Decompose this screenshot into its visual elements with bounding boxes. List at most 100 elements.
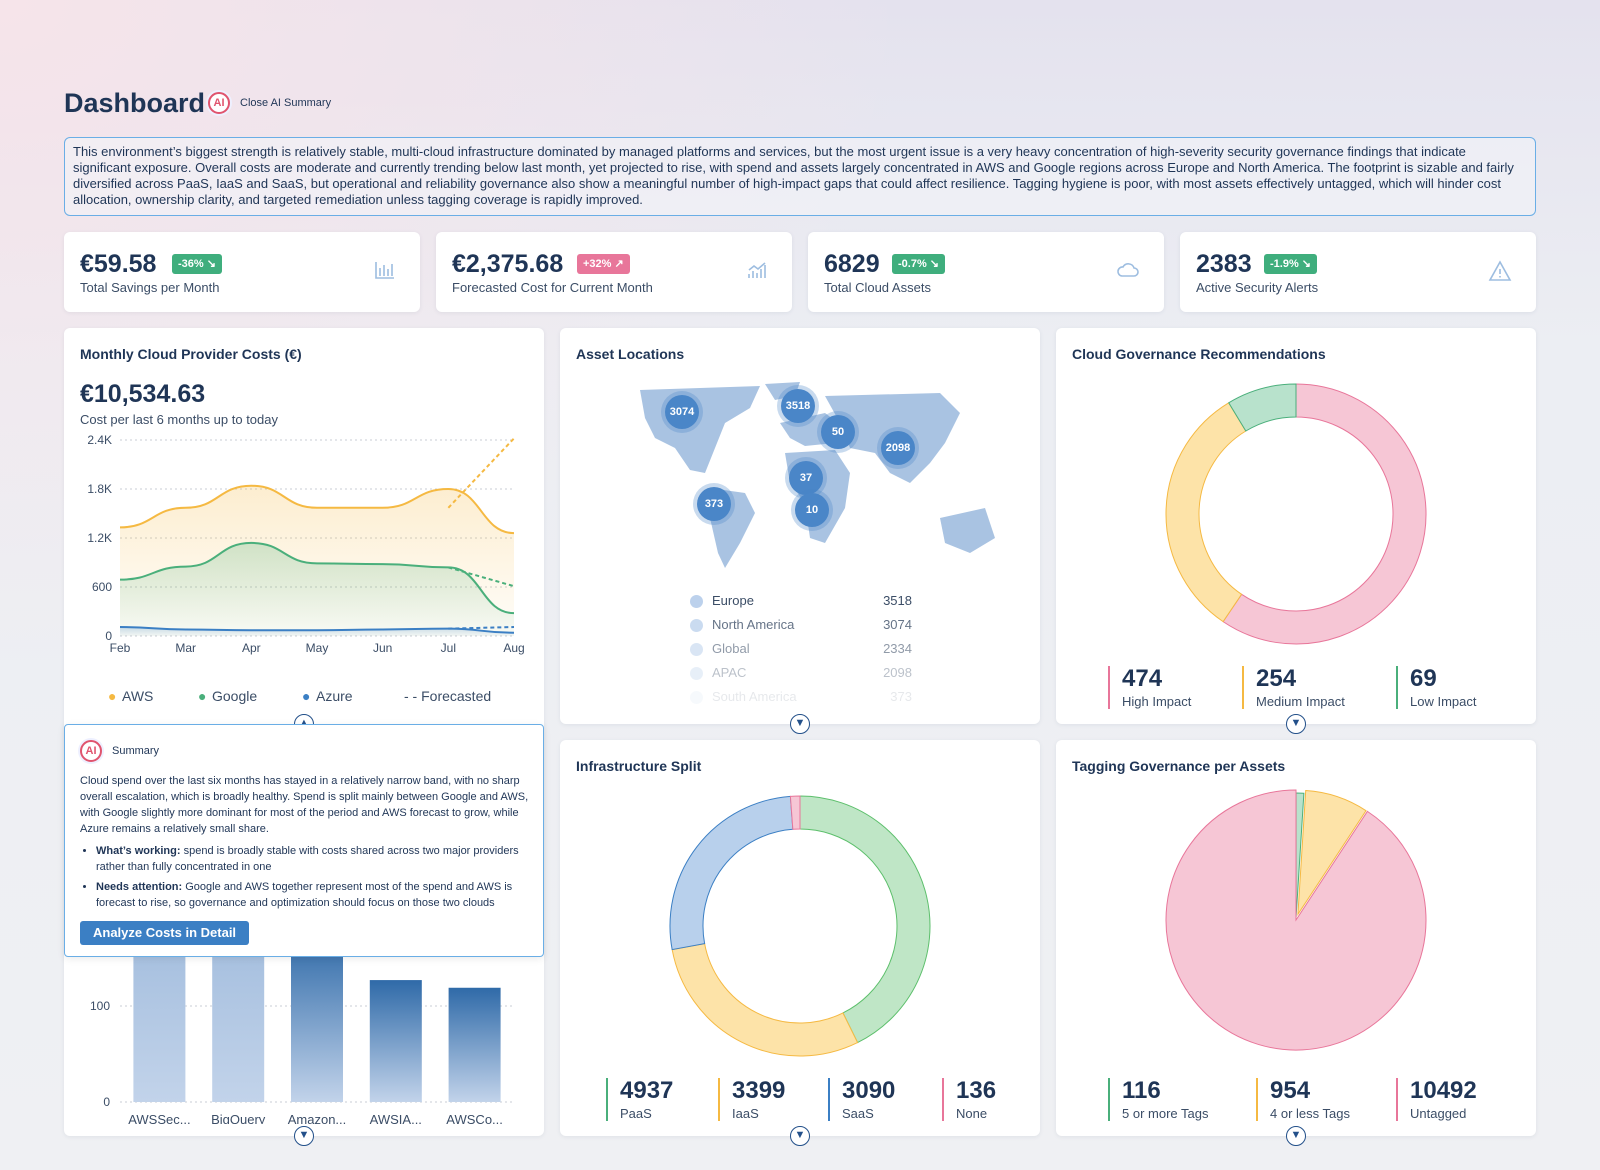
expand-chevron-down-icon[interactable]: ▼ xyxy=(294,1126,314,1146)
tagging-pie-chart xyxy=(1165,789,1427,1051)
infrastructure-card: Infrastructure Split 4937 PaaS 3399 IaaS 3… xyxy=(560,740,1040,1136)
chart-legend: ● AWS ● Google ● Azure - - Forecasted xyxy=(108,688,528,708)
governance-card: Cloud Governance Recommendations 474 High… xyxy=(1056,328,1536,724)
location-name: Europe xyxy=(712,593,754,608)
legend-dot-icon: ● xyxy=(198,688,207,704)
y-tick-label: 2.4K xyxy=(87,433,112,447)
stat-saas: 3090 SaaS xyxy=(828,1078,895,1121)
donut-slice xyxy=(1228,383,1297,432)
azure-line xyxy=(119,626,515,634)
expand-chevron-down-icon[interactable]: ▼ xyxy=(1286,1126,1306,1146)
location-count: 2334 xyxy=(883,641,912,656)
y-tick-label: 1.8K xyxy=(87,482,112,496)
donut-slice xyxy=(799,795,931,1044)
location-row[interactable]: Europe 3518 xyxy=(686,592,912,612)
popup-bullets: What’s working: spend is broadly stable … xyxy=(80,843,532,915)
legend-azure[interactable]: Azure xyxy=(316,688,353,704)
stat-iaas: 3399 IaaS xyxy=(718,1078,785,1121)
donut-slice xyxy=(669,795,794,951)
x-tick-label: Mar xyxy=(175,641,196,655)
expand-chevron-down-icon[interactable]: ▼ xyxy=(1286,714,1306,734)
stat-low-impact: 69 Low Impact xyxy=(1396,666,1476,709)
tagging-card: Tagging Governance per Assets 116 5 or mo… xyxy=(1056,740,1536,1136)
card-title: Asset Locations xyxy=(576,346,685,362)
asset-locations-card: Asset Locations 3074 3518 50 2098 37 373 10 Eu… xyxy=(560,328,1040,724)
kpi-label: Active Security Alerts xyxy=(1196,280,1319,295)
popup-title: Summary xyxy=(112,745,160,757)
kpi-delta-badge: +32% ↗ xyxy=(577,254,630,274)
kpi-value: €2,375.68 xyxy=(452,250,564,278)
expand-chevron-down-icon[interactable]: ▼ xyxy=(790,1126,810,1146)
x-tick-label: May xyxy=(306,641,329,655)
analyze-costs-button[interactable]: Analyze Costs in Detail xyxy=(80,921,250,945)
services-bar-chart: 100 0 AWSSec... BigQuery Amazon... AWSIA... AW… xyxy=(90,934,514,1124)
kpi-card-savings: €59.58 -36% ↘ Total Savings per Month xyxy=(64,232,420,312)
pie-slice xyxy=(1165,789,1427,1051)
bar xyxy=(291,934,343,1102)
bar xyxy=(212,934,265,1102)
location-row[interactable]: Global 2334 xyxy=(686,640,912,660)
map-marker[interactable]: 37 xyxy=(789,461,823,495)
aws-line xyxy=(119,484,515,535)
page-title: Dashboard xyxy=(64,88,206,118)
location-dot-icon xyxy=(690,643,703,656)
map-marker[interactable]: 373 xyxy=(697,487,731,521)
bar-chart-icon xyxy=(374,260,396,286)
x-tick-label: AWSCo... xyxy=(446,1112,503,1124)
donut-slice xyxy=(671,943,859,1057)
close-ai-summary-link[interactable]: Close AI Summary xyxy=(240,97,332,109)
kpi-value: 6829 xyxy=(824,250,880,278)
location-dot-icon xyxy=(690,691,703,704)
location-name: South America xyxy=(712,689,797,704)
stat-paas: 4937 PaaS xyxy=(606,1078,673,1121)
location-row[interactable]: North America 3074 xyxy=(686,616,912,636)
bar xyxy=(448,987,501,1102)
map-marker[interactable]: 3518 xyxy=(781,389,815,423)
stat-4-or-less-tags: 954 4 or less Tags xyxy=(1256,1078,1350,1121)
map-marker[interactable]: 3074 xyxy=(665,395,699,429)
bar xyxy=(369,980,422,1102)
card-title: Tagging Governance per Assets xyxy=(1072,758,1286,774)
card-title: Cloud Governance Recommendations xyxy=(1072,346,1326,362)
location-count: 3518 xyxy=(883,593,912,608)
aws-forecast-line xyxy=(447,437,515,509)
ai-icon[interactable]: AI xyxy=(208,92,230,114)
kpi-label: Forecasted Cost for Current Month xyxy=(452,280,653,295)
trend-chart-icon xyxy=(746,260,768,286)
expand-chevron-down-icon[interactable]: ▼ xyxy=(790,714,810,734)
stat-high-impact: 474 High Impact xyxy=(1108,666,1191,709)
location-dot-icon xyxy=(690,619,703,632)
pie-slice xyxy=(1297,790,1367,917)
legend-dot-icon: ● xyxy=(302,688,311,704)
donut-slice xyxy=(1165,402,1247,623)
kpi-delta-badge: -0.7% ↘ xyxy=(892,254,946,274)
y-tick-label: 600 xyxy=(92,580,112,594)
map-marker[interactable]: 10 xyxy=(795,493,829,527)
location-dot-icon xyxy=(690,667,703,680)
x-tick-label: AWSIA... xyxy=(370,1112,422,1124)
location-row[interactable]: South America 373 xyxy=(686,688,912,708)
stat-medium-impact: 254 Medium Impact xyxy=(1242,666,1345,709)
location-name: APAC xyxy=(712,665,747,680)
ai-summary-popup: AI Summary Cloud spend over the last six… xyxy=(64,724,544,957)
bullet-item: Needs attention: Google and AWS together… xyxy=(96,879,532,911)
location-row[interactable]: APAC 2098 xyxy=(686,664,912,684)
kpi-delta-badge: -36% ↘ xyxy=(172,254,222,274)
x-tick-label: Amazon... xyxy=(288,1112,347,1124)
ai-icon: AI xyxy=(80,740,102,762)
kpi-label: Total Savings per Month xyxy=(80,280,220,295)
legend-aws[interactable]: AWS xyxy=(122,688,154,704)
legend-dot-icon: ● xyxy=(108,688,117,704)
y-tick-label: 0 xyxy=(103,1095,110,1109)
y-tick-label: 0 xyxy=(105,629,112,643)
legend-google[interactable]: Google xyxy=(212,688,258,704)
kpi-card-forecast: €2,375.68 +32% ↗ Forecasted Cost for Cur… xyxy=(436,232,792,312)
map-marker[interactable]: 2098 xyxy=(881,431,915,465)
donut-slice xyxy=(1222,383,1427,645)
costs-total: €10,534.63 xyxy=(80,380,206,408)
x-tick-label: Aug xyxy=(503,641,524,655)
legend-forecast[interactable]: - - Forecasted xyxy=(404,688,492,704)
governance-donut-chart xyxy=(1165,383,1427,645)
map-marker[interactable]: 50 xyxy=(821,415,855,449)
bullet-item: What’s working: spend is broadly stable … xyxy=(96,843,532,875)
